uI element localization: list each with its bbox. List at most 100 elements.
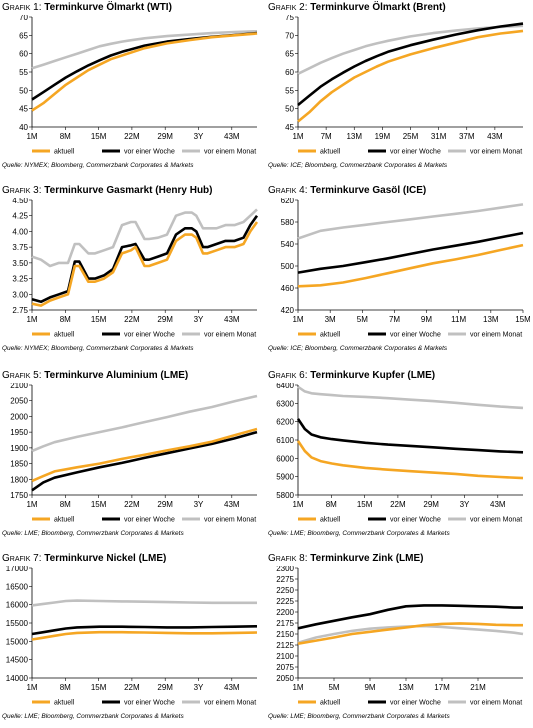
y-tick-label: 6000	[276, 454, 294, 463]
x-tick-label: 22M	[390, 500, 406, 509]
x-tick-label: 15M	[357, 500, 373, 509]
y-tick-label: 2050	[10, 397, 28, 406]
x-tick-label: 25M	[403, 132, 419, 141]
y-tick-label: 45	[19, 105, 28, 114]
y-tick-label: 2275	[276, 575, 294, 584]
x-tick-label: 29M	[157, 500, 173, 509]
y-tick-label: 75	[285, 15, 294, 22]
x-tick-label: 3Y	[194, 500, 204, 509]
x-tick-label: 43M	[487, 132, 503, 141]
chart-panel: Grafik 8: Terminkurve Zink (LME) 2050 2075…	[268, 553, 530, 728]
chart-title-text: Terminkurve Nickel (LME)	[44, 553, 167, 564]
y-tick-label: 17000	[6, 566, 29, 573]
series-line	[296, 440, 524, 480]
y-tick-label: 5900	[276, 473, 294, 482]
series-line	[31, 31, 258, 101]
chart-svg: 14000 14500 15000 15500 16000 16500 17000 1M 8M 1…	[6, 566, 258, 707]
x-tick-label: 37M	[459, 132, 475, 141]
series-line	[296, 418, 524, 454]
chart-label: Grafik 2:	[268, 2, 308, 13]
y-tick-label: 3.75	[12, 243, 28, 252]
x-tick-label: 43M	[224, 315, 240, 324]
y-tick-label: 3.25	[12, 275, 28, 284]
y-tick-label: 55	[19, 68, 28, 77]
y-tick-label: 4.00	[12, 227, 28, 236]
y-tick-label: 460	[281, 284, 295, 293]
x-tick-label: 1M	[26, 132, 37, 141]
x-tick-label: 3M	[325, 315, 336, 324]
chart-source: Quelle: LME; Bloomberg, Commerzbank Corp…	[268, 713, 450, 720]
y-tick-label: 40	[19, 123, 28, 132]
x-tick-label: 1M	[292, 132, 303, 141]
series-line	[297, 604, 523, 630]
legend-label: vor einem Monat	[470, 517, 522, 524]
y-tick-label: 16500	[6, 582, 29, 591]
legend-label: vor einer Woche	[390, 332, 441, 339]
x-tick-label: 22M	[124, 683, 140, 692]
x-tick-label: 11M	[451, 315, 466, 324]
y-tick-label: 1750	[10, 491, 28, 500]
y-tick-label: 14500	[6, 656, 29, 665]
chart-label: Grafik 7:	[2, 553, 42, 564]
chart-title-text: Terminkurve Ölmarkt (WTI)	[44, 2, 172, 13]
y-tick-label: 2200	[276, 608, 294, 617]
chart-title-text: Terminkurve Gasöl (ICE)	[310, 185, 427, 196]
chart-title-text: Terminkurve Zink (LME)	[310, 553, 424, 564]
x-tick-label: 15M	[91, 315, 107, 324]
chart-panel: Grafik 2: Terminkurve Ölmarkt (Brent) 45 5…	[268, 2, 530, 177]
y-tick-label: 55	[285, 86, 294, 95]
x-tick-label: 17M	[434, 683, 450, 692]
y-tick-label: 1950	[10, 428, 28, 437]
x-tick-label: 31M	[431, 132, 447, 141]
x-tick-label: 5M	[328, 683, 339, 692]
x-tick-label: 1M	[292, 500, 303, 509]
x-tick-label: 22M	[124, 315, 140, 324]
y-tick-label: 6400	[276, 383, 294, 390]
chart-svg: 2050 2075 2100 2125 2150 2175 2200 2225 2250 2275…	[276, 566, 524, 707]
legend-label: aktuell	[54, 149, 75, 156]
chart-title-text: Terminkurve Kupfer (LME)	[310, 370, 436, 381]
y-tick-label: 2050	[276, 674, 294, 683]
x-tick-label: 5M	[357, 315, 368, 324]
series-line	[31, 625, 258, 636]
legend-label: aktuell	[54, 700, 75, 707]
chart-label: Grafik 6:	[268, 370, 308, 381]
chart-source: Quelle: NYMEX; Bloomberg, Commerzbank Co…	[2, 162, 194, 169]
chart-label: Grafik 8:	[268, 553, 308, 564]
legend-label: aktuell	[320, 332, 341, 339]
legend-label: vor einer Woche	[124, 149, 175, 156]
y-tick-label: 2100	[10, 383, 28, 390]
y-tick-label: 6200	[276, 418, 294, 427]
legend-label: vor einem Monat	[204, 517, 256, 524]
y-tick-label: 2125	[276, 641, 294, 650]
y-tick-label: 2075	[276, 663, 294, 672]
chart-title: Grafik 3: Terminkurve Gasmarkt (Henry Hu…	[2, 185, 213, 196]
series-line	[297, 24, 524, 75]
chart-title-text: Terminkurve Gasmarkt (Henry Hub)	[44, 185, 213, 196]
y-tick-label: 540	[281, 240, 295, 249]
y-tick-label: 2150	[276, 630, 294, 639]
y-tick-label: 65	[19, 31, 28, 40]
x-tick-label: 8M	[326, 500, 337, 509]
series-line	[31, 221, 259, 307]
series-line	[297, 385, 524, 410]
x-tick-label: 43M	[490, 500, 506, 509]
chart-label: Grafik 5:	[2, 370, 42, 381]
x-tick-label: 3Y	[460, 500, 470, 509]
y-tick-label: 1900	[10, 444, 28, 453]
series-line	[31, 599, 257, 607]
y-tick-label: 3.00	[12, 290, 28, 299]
legend-label: aktuell	[54, 517, 75, 524]
chart-title: Grafik 7: Terminkurve Nickel (LME)	[2, 553, 166, 564]
chart-svg: 420 460 500 540 580 620 1M 3M 5M 7M 9M 11M 13M 15M akt…	[281, 198, 530, 339]
x-tick-label: 8M	[60, 683, 71, 692]
series-line	[297, 624, 524, 645]
series-line	[31, 630, 258, 641]
x-tick-label: 29M	[157, 315, 173, 324]
x-tick-label: 3Y	[194, 132, 204, 141]
x-tick-label: 1M	[26, 683, 37, 692]
y-tick-label: 2.75	[12, 306, 28, 315]
series-line	[31, 30, 258, 70]
series-line	[31, 208, 258, 268]
chart-panel: Grafik 7: Terminkurve Nickel (LME) 14000 1…	[2, 553, 264, 728]
